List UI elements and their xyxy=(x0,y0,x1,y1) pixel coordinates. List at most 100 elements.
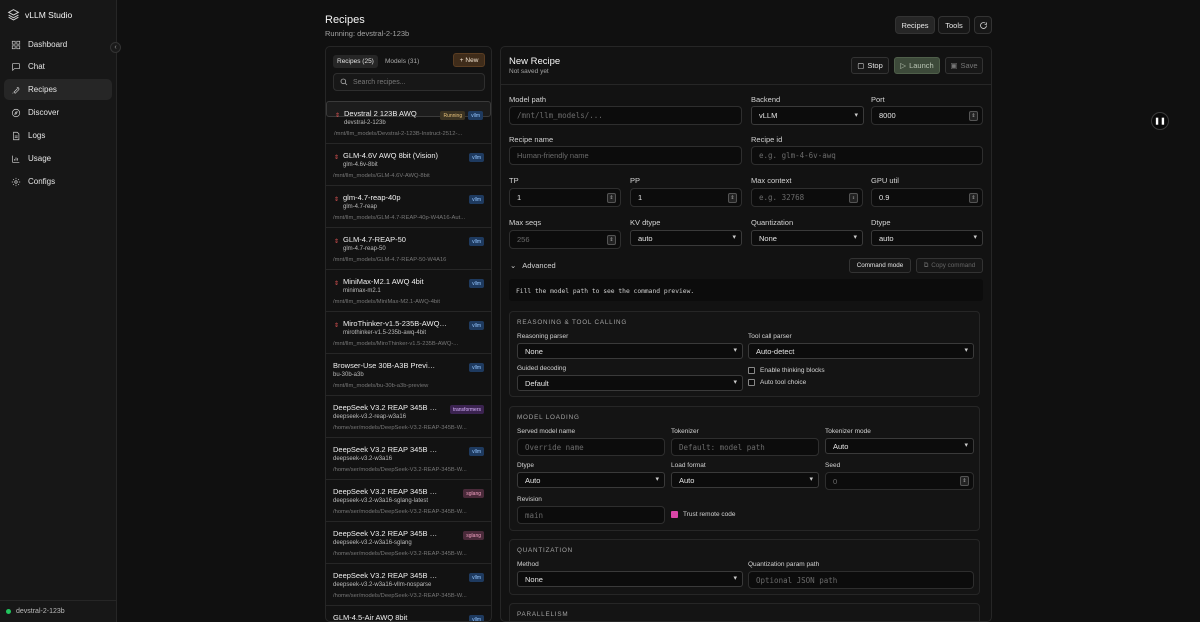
recipe-list-item[interactable]: ⇕ GLM-4.7-REAP-50 glm-4.7-reap-50/mnt/llm_… xyxy=(326,227,491,269)
tp-input[interactable]: 1 ⇕ xyxy=(509,188,621,207)
recipe-id: glm-4.7-reap-50 xyxy=(343,246,386,252)
recipe-list-item[interactable]: DeepSeek V3.2 REAP 345B W3A16 (... deepse… xyxy=(326,563,491,605)
command-mode-button[interactable]: Command mode xyxy=(849,258,911,273)
collapse-sidebar-button[interactable]: ‹ xyxy=(110,42,121,53)
tool-call-parser-select[interactable]: Auto-detect ▾ xyxy=(748,343,974,359)
recipe-name-label: Recipe name xyxy=(509,135,554,144)
sidebar-item-discover[interactable]: Discover xyxy=(4,102,112,123)
max-seqs-input[interactable]: 256 ⇕ xyxy=(509,230,621,249)
gpu-util-input[interactable]: 0.9 ⇕ xyxy=(871,188,983,207)
recipe-list-item[interactable]: ⇕ MiniMax-M2.1 AWQ 4bit minimax-m2.1/mnt/l… xyxy=(326,269,491,311)
max-context-input[interactable]: e.g. 32768 ⇕ xyxy=(751,188,863,207)
enable-thinking-checkbox[interactable] xyxy=(748,367,755,374)
refresh-button[interactable] xyxy=(974,16,992,34)
recipe-path: /mnt/llm_models/MiroThinker-v1.5-235B-AW… xyxy=(333,341,459,347)
recipe-list-item[interactable]: DeepSeek V3.2 REAP 345B W3A1... deepseek-… xyxy=(326,479,491,521)
spinner-icon[interactable]: ⇕ xyxy=(849,193,858,203)
pp-input[interactable]: 1 ⇕ xyxy=(630,188,742,207)
brand[interactable]: vLLM Studio xyxy=(7,8,72,21)
tools-button[interactable]: Tools xyxy=(938,16,970,34)
kv-dtype-select[interactable]: auto ▾ xyxy=(630,230,742,246)
recipe-list-item[interactable]: DeepSeek V3.2 REAP 345B W3A1... deepseek-… xyxy=(326,521,491,563)
recipe-badges: vllm xyxy=(469,615,484,621)
spinner-icon[interactable]: ⇕ xyxy=(969,193,978,203)
sidebar-item-dashboard[interactable]: Dashboard xyxy=(4,34,112,55)
served-name-input[interactable]: Override name xyxy=(517,438,665,456)
status-dot-icon: ⇕ xyxy=(334,239,340,245)
pp-value: 1 xyxy=(638,193,643,202)
seed-placeholder: 0 xyxy=(833,476,838,486)
recipe-list-item[interactable]: GLM-4.5-Air AWQ 8bit vllm xyxy=(326,605,491,621)
tokenizer-mode-select[interactable]: Auto ▾ xyxy=(825,438,974,454)
status-dot-icon: ⇕ xyxy=(335,113,341,119)
recipe-id: deepseek-v3.2-w3a16-sglang-latest xyxy=(333,498,429,504)
recipe-name: DeepSeek V3.2 REAP 345B W3A1... xyxy=(333,529,438,538)
sidebar-item-usage[interactable]: Usage xyxy=(4,148,112,169)
recipe-badges: vllm xyxy=(469,195,484,204)
recipe-name: DeepSeek V3.2 REAP 345B W3A16 (... xyxy=(333,571,438,580)
sidebar-item-logs[interactable]: Logs xyxy=(4,125,112,146)
dtype-value: auto xyxy=(879,233,894,243)
load-format-select[interactable]: Auto ▾ xyxy=(671,472,819,488)
recipe-list-item[interactable]: DeepSeek V3.2 REAP 345B W3A16 deepseek-v3… xyxy=(326,437,491,479)
reasoning-parser-select[interactable]: None ▾ xyxy=(517,343,743,359)
launch-button[interactable]: ▷ Launch xyxy=(894,57,940,74)
stop-icon: ▢ xyxy=(857,61,865,70)
model-path-input[interactable]: /mnt/llm_models/... xyxy=(509,106,742,125)
chevron-down-icon: ▾ xyxy=(809,476,813,483)
recipe-path: /home/ser/models/DeepSeek-V3.2-REAP-345B… xyxy=(333,551,467,557)
tokenizer-input[interactable]: Default: model path xyxy=(671,438,819,456)
recipe-id-input[interactable]: e.g. glm-4-6v-awq xyxy=(751,146,983,165)
quantization-select[interactable]: None ▾ xyxy=(751,230,863,246)
recipes-button[interactable]: Recipes xyxy=(895,16,935,34)
copy-command-button[interactable]: ⧉ Copy command xyxy=(916,258,983,273)
guided-decoding-select[interactable]: Default ▾ xyxy=(517,375,743,391)
recipe-list-item[interactable]: ⇕ Devstral 2 123B AWQ devstral-2-123b/mnt/… xyxy=(326,101,491,137)
save-button[interactable]: ▣ Save xyxy=(945,57,983,74)
auto-tool-checkbox[interactable] xyxy=(748,379,755,386)
quant-param-input[interactable]: Optional JSON path xyxy=(748,571,974,589)
chevron-down-icon: ▾ xyxy=(854,112,858,119)
sidebar-item-configs[interactable]: Configs xyxy=(4,171,112,192)
recipe-list-item[interactable]: ⇕ MiroThinker-v1.5-235B-AWQ-4bit mirothink… xyxy=(326,311,491,353)
trust-remote-checkbox[interactable] xyxy=(671,511,678,518)
recipe-list-item[interactable]: ⇕ GLM-4.6V AWQ 8bit (Vision) glm-4.6v-8bit… xyxy=(326,143,491,185)
enable-thinking-label: Enable thinking blocks xyxy=(760,367,825,374)
recipe-name-input[interactable]: Human-friendly name xyxy=(509,146,742,165)
model-path-label: Model path xyxy=(509,95,547,104)
sidebar-item-chat[interactable]: Chat xyxy=(4,56,112,77)
recipe-list-item[interactable]: ⇕ glm-4.7-reap-40p glm-4.7-reap/mnt/llm_mo… xyxy=(326,185,491,227)
spinner-icon[interactable]: ⇕ xyxy=(960,476,969,486)
advanced-toggle[interactable]: ⌄ Advanced xyxy=(510,261,556,270)
spinner-icon[interactable]: ⇕ xyxy=(969,111,978,121)
spinner-icon[interactable]: ⇕ xyxy=(728,193,737,203)
recipe-list-item[interactable]: Browser-Use 30B-A3B Preview (Visi... bu-3… xyxy=(326,353,491,395)
ml-dtype-select[interactable]: Auto ▾ xyxy=(517,472,665,488)
new-recipe-button[interactable]: + New xyxy=(453,53,485,67)
recipe-id: glm-4.6v-8bit xyxy=(343,162,378,168)
backend-badge: vllm xyxy=(469,321,484,330)
spinner-icon[interactable]: ⇕ xyxy=(607,235,616,245)
stop-button[interactable]: ▢ Stop xyxy=(851,57,889,74)
chat-icon xyxy=(12,62,20,71)
assistant-button[interactable]: ❚❚ xyxy=(1151,112,1169,130)
spinner-icon[interactable]: ⇕ xyxy=(607,193,616,203)
editor-title: New Recipe xyxy=(509,56,561,67)
file-icon xyxy=(13,131,20,140)
compass-icon xyxy=(11,108,21,117)
method-select[interactable]: None ▾ xyxy=(517,571,743,587)
tab-recipes[interactable]: Recipes (25) xyxy=(333,55,378,68)
backend-badge: transformers xyxy=(449,405,484,414)
revision-input[interactable]: main xyxy=(517,506,665,524)
chart-icon xyxy=(12,155,20,163)
search-input[interactable]: Search recipes... xyxy=(333,73,485,91)
recipe-path: /mnt/llm_models/GLM-4.7-REAP-40p-W4A16-A… xyxy=(333,215,466,221)
seed-input[interactable]: 0 ⇕ xyxy=(825,472,974,490)
port-input[interactable]: 8000 ⇕ xyxy=(871,106,983,125)
tab-models[interactable]: Models (31) xyxy=(385,58,420,65)
recipe-list-item[interactable]: DeepSeek V3.2 REAP 345B (... deepseek-v3.… xyxy=(326,395,491,437)
dtype-select[interactable]: auto ▾ xyxy=(871,230,983,246)
tokenizer-mode-value: Auto xyxy=(833,441,849,451)
sidebar-item-recipes[interactable]: Recipes xyxy=(4,79,112,100)
backend-select[interactable]: vLLM ▾ xyxy=(751,106,864,125)
